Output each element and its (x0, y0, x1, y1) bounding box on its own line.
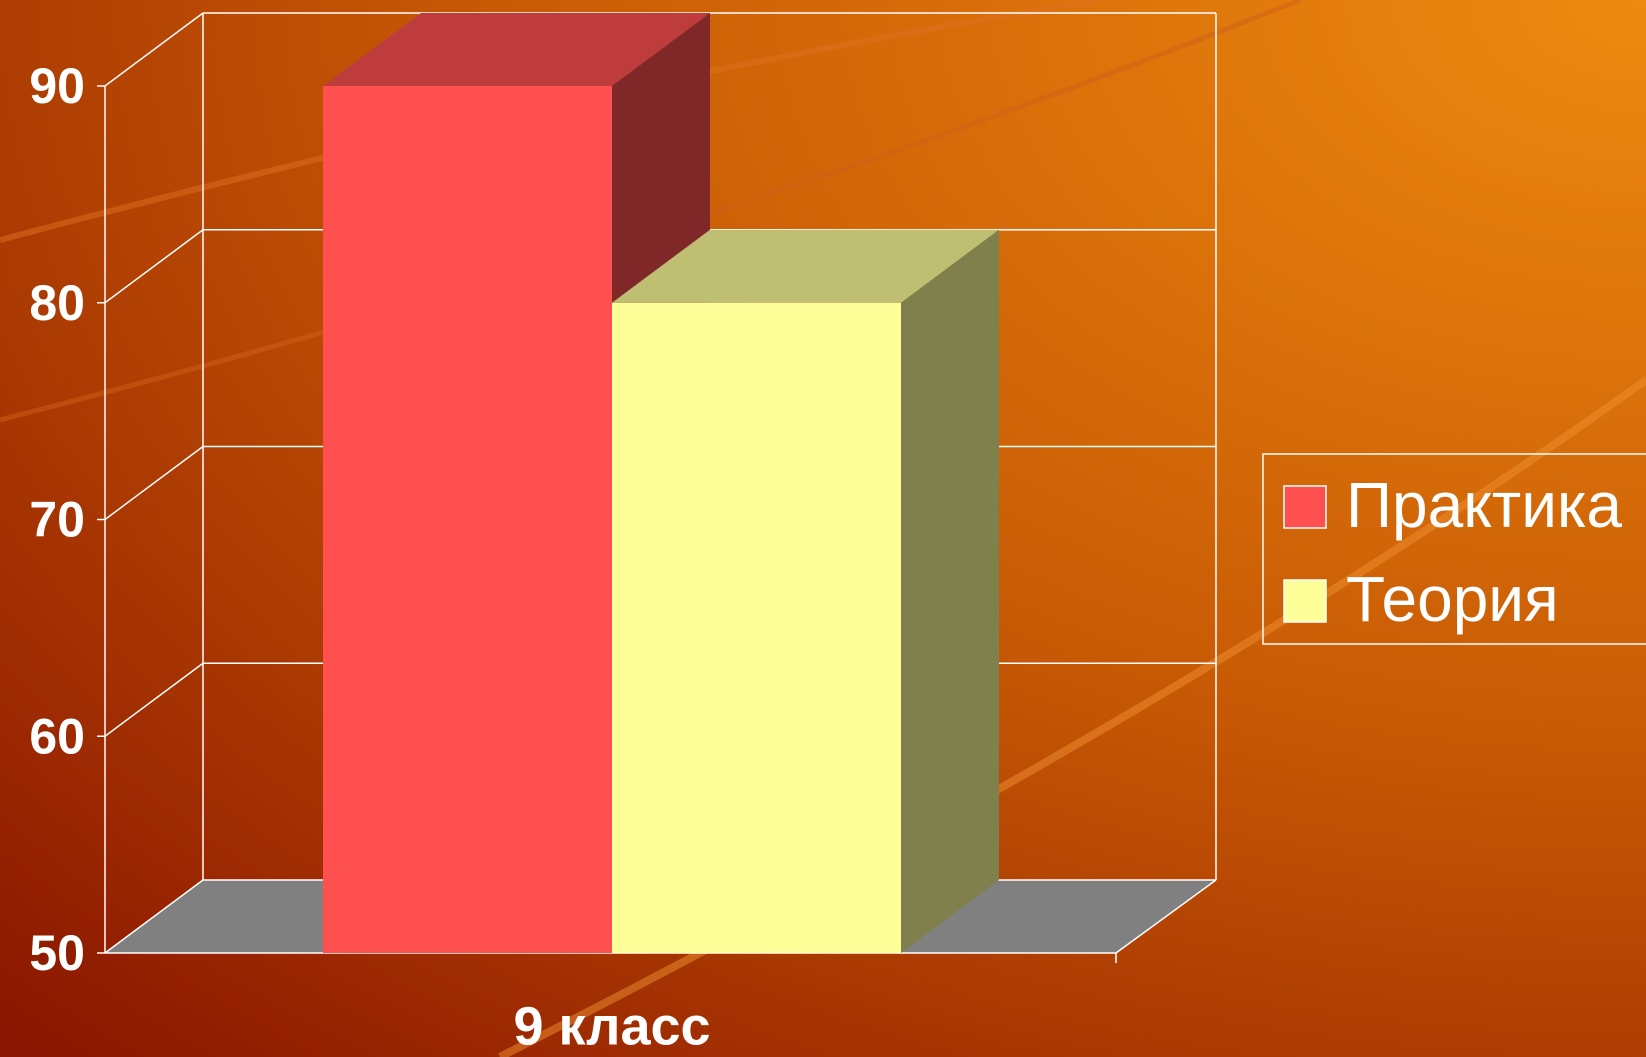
legend-swatch (1284, 580, 1326, 622)
chart: 50 60 70 80 90 9 класс Практика Теория (0, 0, 1646, 1057)
bar-front (612, 303, 901, 953)
y-tick-label: 90 (29, 58, 85, 114)
y-tick-label: 80 (29, 275, 85, 331)
bar-side (901, 230, 999, 953)
bar-front (323, 86, 612, 953)
legend-label: Теория (1346, 563, 1559, 635)
legend-swatch (1284, 486, 1326, 528)
legend-label: Практика (1346, 469, 1622, 541)
y-tick-label: 70 (29, 492, 85, 548)
y-tick-label: 50 (29, 925, 85, 981)
y-tick-label: 60 (29, 708, 85, 764)
x-tick-label: 9 класс (513, 996, 710, 1056)
